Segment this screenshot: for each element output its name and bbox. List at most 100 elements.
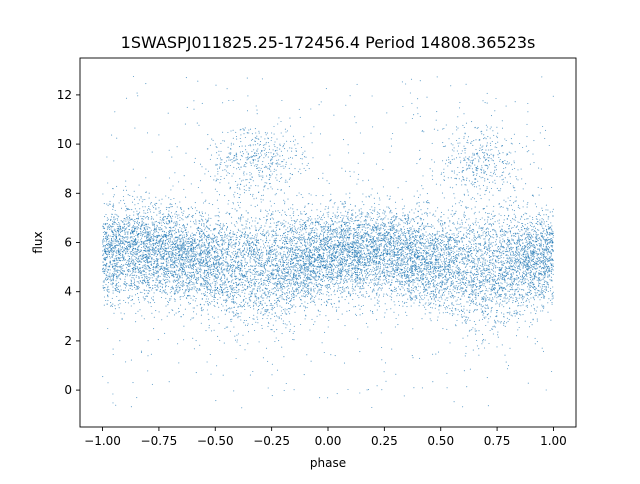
- data-point: [127, 289, 130, 291]
- data-point: [489, 175, 491, 177]
- data-point: [218, 249, 220, 251]
- data-point: [159, 280, 161, 282]
- data-point: [240, 312, 242, 314]
- data-point: [450, 256, 453, 258]
- data-point: [238, 290, 240, 292]
- data-point: [243, 172, 245, 174]
- data-point: [354, 281, 356, 284]
- data-point: [203, 224, 205, 226]
- data-point: [430, 302, 432, 304]
- data-point: [157, 276, 159, 278]
- data-point: [452, 297, 454, 299]
- data-point: [346, 261, 348, 263]
- data-point: [535, 215, 537, 218]
- data-point: [509, 257, 511, 259]
- data-point: [552, 231, 554, 233]
- data-point: [478, 248, 480, 250]
- data-point: [209, 249, 211, 251]
- data-point: [355, 216, 357, 218]
- data-point: [294, 139, 296, 141]
- data-point: [494, 173, 496, 175]
- data-point: [267, 309, 269, 311]
- data-point: [271, 309, 273, 311]
- data-point: [347, 216, 349, 218]
- data-point: [184, 251, 186, 253]
- data-point: [473, 140, 475, 142]
- data-point: [411, 102, 413, 104]
- data-point: [125, 214, 128, 216]
- data-point: [167, 267, 169, 269]
- data-point: [348, 239, 350, 241]
- data-point: [325, 242, 327, 244]
- data-point: [154, 272, 156, 274]
- data-point: [480, 227, 482, 229]
- data-point: [389, 250, 391, 253]
- data-point: [241, 214, 243, 216]
- data-point: [344, 325, 346, 327]
- data-point: [526, 123, 528, 125]
- data-point: [439, 245, 441, 247]
- data-point: [156, 244, 158, 246]
- data-point: [488, 212, 490, 214]
- data-point: [521, 247, 523, 249]
- data-point: [435, 304, 437, 306]
- data-point: [283, 269, 285, 271]
- data-point: [158, 228, 160, 230]
- data-point: [290, 293, 292, 295]
- data-point: [408, 253, 410, 255]
- data-point: [269, 239, 271, 241]
- data-point: [173, 238, 175, 240]
- data-point: [371, 254, 373, 256]
- data-point: [295, 264, 297, 267]
- data-point: [135, 234, 137, 237]
- data-point: [220, 223, 222, 225]
- data-point: [252, 220, 254, 222]
- data-point: [284, 268, 286, 270]
- data-point: [445, 289, 447, 291]
- data-point: [327, 288, 329, 290]
- data-point: [194, 251, 196, 253]
- data-point: [346, 253, 348, 255]
- data-point: [508, 251, 510, 253]
- data-point: [137, 258, 139, 260]
- data-point: [152, 224, 154, 227]
- data-point: [363, 250, 365, 252]
- data-point: [161, 198, 163, 200]
- data-point: [206, 289, 209, 291]
- data-point: [487, 136, 489, 138]
- data-point: [132, 238, 134, 240]
- data-point: [260, 280, 262, 282]
- data-point: [389, 195, 391, 197]
- data-point: [375, 266, 377, 269]
- data-point: [358, 231, 360, 234]
- data-point: [190, 260, 192, 262]
- data-point: [216, 248, 218, 250]
- data-point: [318, 275, 320, 278]
- data-point: [458, 202, 460, 204]
- data-point: [182, 281, 184, 283]
- data-point: [481, 333, 484, 335]
- data-point: [438, 309, 440, 311]
- data-point: [258, 254, 260, 257]
- data-point: [518, 251, 520, 253]
- data-point: [271, 304, 273, 306]
- data-point: [252, 265, 254, 267]
- data-point: [112, 272, 114, 275]
- data-point: [367, 230, 369, 233]
- data-point: [488, 263, 490, 266]
- data-point: [280, 120, 282, 123]
- data-point: [543, 223, 545, 225]
- data-point: [253, 288, 255, 290]
- data-point: [192, 267, 195, 269]
- data-point: [523, 214, 525, 216]
- data-point: [485, 308, 487, 310]
- data-point: [534, 337, 536, 339]
- data-point: [376, 245, 378, 247]
- data-point: [226, 286, 228, 288]
- data-point: [386, 273, 388, 275]
- data-point: [484, 264, 486, 266]
- data-point: [321, 219, 323, 221]
- data-point: [547, 261, 549, 263]
- data-point: [451, 304, 453, 306]
- data-point: [500, 322, 502, 324]
